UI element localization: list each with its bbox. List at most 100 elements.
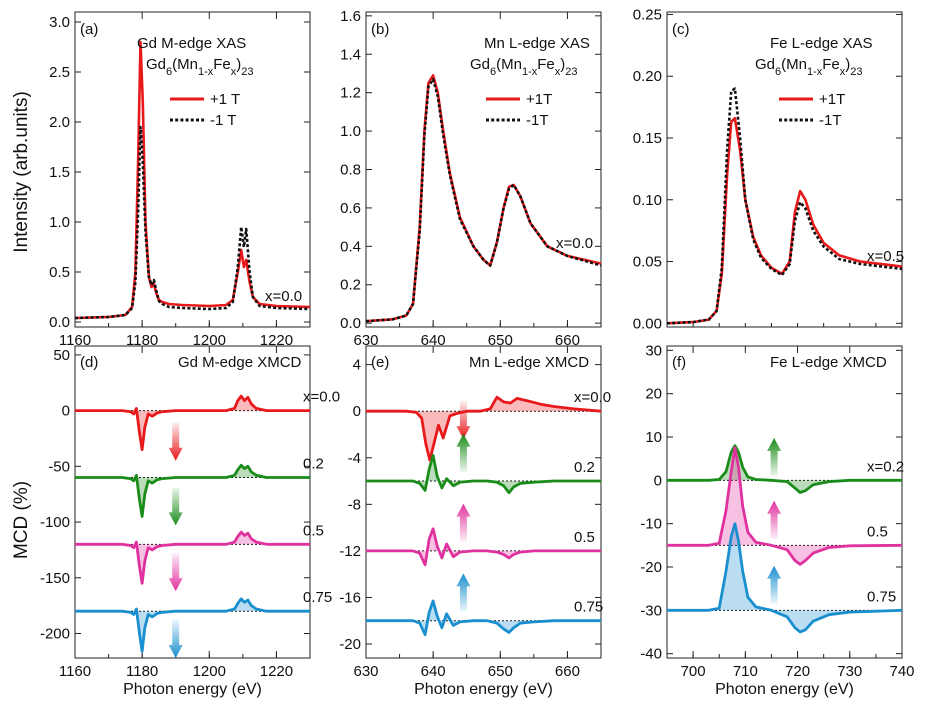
- compound-formula: Gd6(Mn1-xFex)23: [146, 56, 254, 78]
- series-line: [75, 530, 310, 585]
- series-line: [365, 74, 602, 323]
- y-tick-label: 1.0: [49, 214, 70, 231]
- y-tick-label: 1.6: [340, 8, 361, 25]
- series-line: [74, 40, 311, 320]
- panel-label: (d): [80, 354, 98, 371]
- formula-subscript: x: [231, 66, 237, 78]
- trend-arrow: [168, 422, 183, 461]
- trend-arrow: [168, 620, 183, 658]
- panel-b: 0.0 0.2 0.4 0.6 0.8 1.0 1.2 1.4 1.6 630 640 650 660 (…: [340, 8, 602, 349]
- x-tick-label: 660: [555, 663, 580, 680]
- panel-title: Mn L-edge XAS: [484, 35, 590, 52]
- legend-label: -1T: [526, 112, 549, 129]
- y-tick-label: 20: [645, 386, 662, 403]
- y-tick-label: 0.00: [633, 315, 662, 332]
- formula-text: Fe: [537, 56, 555, 73]
- y-tick-label: 0.20: [633, 68, 662, 85]
- panel-a: 0.0 0.5 1.0 1.5 2.0 2.5 3.0 1160 1180 1200 1220 (a)…: [49, 11, 311, 349]
- composition-label: x=0.0: [574, 389, 611, 406]
- x-tick-label: 660: [555, 332, 580, 349]
- y-tick-label: -10: [640, 516, 662, 533]
- plot-frame: [666, 11, 903, 328]
- formula-text: Fe: [213, 56, 231, 73]
- series-area: [366, 601, 601, 635]
- series-line: [666, 87, 903, 325]
- y-tick-label: -12: [339, 543, 361, 560]
- panel-label: (e): [371, 354, 389, 371]
- composition-label: x=0.0: [556, 235, 593, 252]
- x-tick-label: 730: [837, 663, 862, 680]
- composition-label: x=0.2: [867, 458, 904, 475]
- panel-label: (b): [371, 21, 389, 38]
- y-tick-label: -150: [40, 570, 70, 587]
- panel-title: Mn L-edge XMCD: [469, 354, 589, 371]
- x-tick-label: 1180: [126, 332, 158, 349]
- trend-arrow: [456, 573, 471, 612]
- formula-subscript: 1-x: [198, 66, 214, 78]
- formula-text: ): [560, 56, 565, 73]
- series-area: [75, 465, 310, 517]
- series-area: [667, 523, 902, 632]
- trend-arrow: [767, 500, 782, 539]
- y-tick-label: 50: [53, 347, 70, 364]
- formula-subscript: 6: [166, 66, 172, 78]
- panel-label: (a): [80, 21, 98, 38]
- composition-label: 0.5: [867, 523, 888, 540]
- composition-label: x=0.0: [303, 389, 340, 406]
- formula-subscript: 1-x: [522, 66, 538, 78]
- x-tick-label: 1160: [59, 663, 91, 680]
- trend-arrow: [168, 553, 183, 592]
- composition-label: x=0.0: [265, 288, 302, 305]
- x-tick-label: 630: [353, 332, 378, 349]
- bottom-y-axis-label: MCD (%): [11, 481, 32, 559]
- plot-frame: [365, 345, 602, 659]
- series-line: [74, 125, 311, 320]
- x-tick-label: 650: [488, 332, 513, 349]
- series-line: [366, 454, 601, 495]
- y-tick-label: 0.05: [633, 254, 662, 271]
- x-axis-label: Photon energy (eV): [715, 681, 854, 698]
- formula-text: (Mn: [496, 56, 522, 73]
- y-tick-label: -30: [640, 602, 662, 619]
- plot-frame: [74, 11, 311, 328]
- y-tick-label: -50: [48, 458, 70, 475]
- composition-label: 0.75: [574, 599, 603, 616]
- y-tick-label: -100: [40, 514, 70, 531]
- formula-subscript: 6: [775, 66, 781, 78]
- formula-text: ): [845, 56, 850, 73]
- panel-title: Fe L-edge XAS: [770, 35, 873, 52]
- formula-text: Fe: [822, 56, 840, 73]
- formula-text: (Mn: [172, 56, 198, 73]
- x-tick-label: 720: [785, 663, 810, 680]
- y-tick-label: -20: [640, 559, 662, 576]
- series-line: [366, 527, 601, 567]
- panel-title: Fe L-edge XMCD: [770, 354, 887, 371]
- panel-label: (f): [672, 354, 686, 371]
- y-tick-label: 0.10: [633, 192, 662, 209]
- plot-frame: [666, 345, 903, 659]
- formula-subscript: 1-x: [807, 66, 823, 78]
- y-tick-label: 0.0: [49, 314, 70, 331]
- formula-text: Gd: [755, 56, 775, 73]
- formula-text: ): [236, 56, 241, 73]
- y-tick-label: -8: [348, 496, 361, 513]
- series-line: [365, 77, 602, 323]
- trend-arrow: [168, 487, 183, 526]
- formula-subscript: x: [840, 66, 846, 78]
- y-tick-label: 4: [353, 357, 361, 374]
- trend-arrow: [456, 503, 471, 542]
- y-tick-label: -4: [348, 450, 361, 467]
- y-tick-label: 0.8: [340, 162, 361, 179]
- y-tick-label: 1.5: [49, 164, 70, 181]
- trend-arrow: [767, 438, 782, 476]
- x-axis-label: Photon energy (eV): [123, 681, 262, 698]
- y-tick-label: 0.5: [49, 264, 70, 281]
- composition-label: x=0.5: [867, 248, 904, 265]
- composition-label: 0.75: [867, 588, 896, 605]
- y-tick-label: 0.4: [340, 238, 361, 255]
- y-tick-label: -200: [40, 625, 70, 642]
- y-tick-label: 3.0: [49, 14, 70, 31]
- y-tick-label: 1.0: [340, 123, 361, 140]
